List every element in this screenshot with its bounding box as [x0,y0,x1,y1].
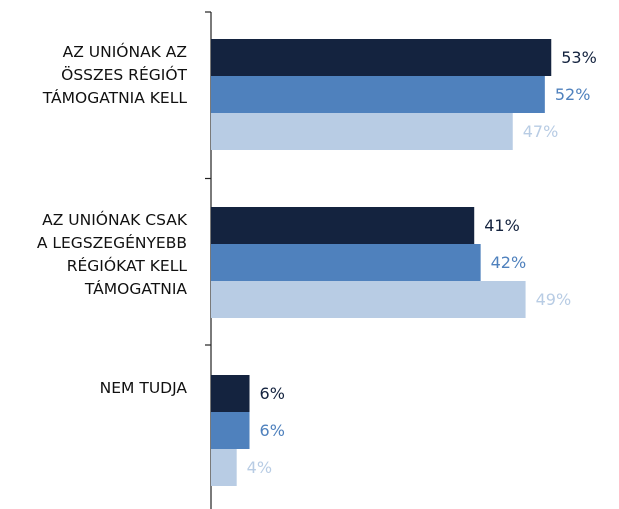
value-label: 52% [555,85,591,104]
bar [211,207,475,244]
bar [211,244,481,281]
bar [211,281,526,318]
category-label: AZ UNIÓNAK AZ ÖSSZES RÉGIÓT TÁMOGATNIA K… [42,43,187,107]
value-label: 42% [491,253,527,272]
category-label: AZ UNIÓNAK CSAK A LEGSZEGÉNYEBB RÉGIÓKAT… [36,211,187,298]
value-label: 49% [536,290,572,309]
value-label: 6% [260,384,285,403]
bar [211,375,250,412]
bar [211,412,250,449]
bar [211,76,545,113]
value-label: 53% [561,48,597,67]
category-label: NEM TUDJA [99,379,187,397]
value-label: 47% [523,122,559,141]
value-label: 6% [260,421,285,440]
value-label: 41% [484,216,520,235]
value-label: 4% [247,458,272,477]
bar [211,113,513,150]
bar [211,449,237,486]
bar [211,39,552,76]
